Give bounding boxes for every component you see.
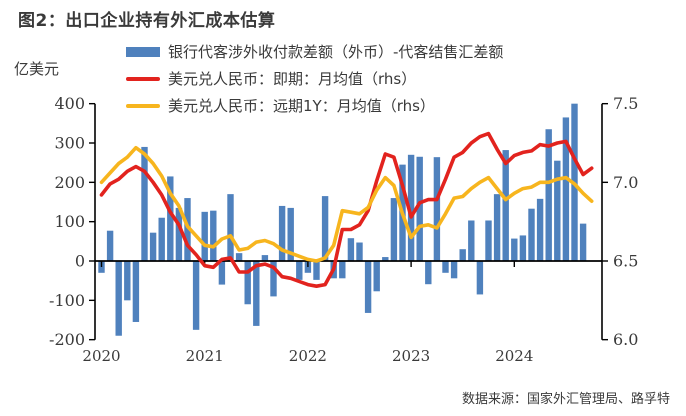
bar (175, 207, 183, 261)
bar (296, 261, 303, 280)
bar (364, 261, 372, 313)
bar-swatch-icon (126, 46, 160, 57)
bar (235, 253, 243, 261)
bar (545, 129, 552, 261)
bar (373, 261, 380, 292)
bar (253, 261, 260, 326)
bar (278, 205, 286, 261)
legend-item-forward: 美元兑人民币：远期1Y：月均值（rhs） (126, 92, 503, 119)
bar (313, 261, 320, 280)
bar (450, 261, 458, 279)
bar (141, 146, 148, 261)
bar (106, 230, 114, 261)
x-axis-tick-label: 2022 (289, 347, 327, 365)
bar (442, 261, 449, 273)
bar (115, 261, 122, 336)
bar (433, 157, 441, 261)
right-axis-tick-label: 6.0 (613, 330, 638, 349)
bar (149, 232, 157, 261)
bar (356, 242, 363, 261)
bar (158, 217, 165, 261)
bar (261, 255, 269, 261)
bar (201, 211, 208, 261)
source-note: 数据来源：国家外汇管理局、路孚特 (461, 392, 670, 407)
spot-line-swatch-icon (126, 76, 160, 81)
left-axis-tick-label: 200 (54, 173, 85, 192)
bar (347, 238, 355, 261)
bar (485, 220, 492, 261)
right-axis-tick-label: 7.0 (613, 173, 638, 192)
bar (493, 194, 501, 261)
left-axis-tick-label: 100 (54, 212, 85, 231)
bar (528, 208, 535, 261)
bar (519, 235, 527, 261)
left-axis-tick-label: -100 (49, 291, 85, 310)
bar (502, 150, 509, 261)
bar (227, 194, 234, 261)
legend-item-bars: 银行代客涉外收付款差额（外币）-代客结售汇差额 (126, 38, 503, 65)
bar (192, 261, 200, 330)
bar (382, 257, 389, 261)
left-axis-tick-label: 400 (54, 94, 85, 113)
bar (579, 223, 587, 261)
bar (339, 261, 346, 279)
left-axis-tick-label: 300 (54, 134, 85, 153)
chart-title: 图2：出口企业持有外汇成本估算 (18, 11, 276, 31)
x-axis-tick-label: 2020 (82, 347, 120, 365)
bar (459, 249, 466, 261)
x-axis-tick-label: 2024 (495, 347, 533, 365)
bar (132, 261, 140, 322)
bar (476, 261, 484, 295)
bar (244, 261, 251, 305)
bar (287, 207, 294, 261)
left-axis-tick-label: -200 (49, 330, 85, 349)
forward-line-swatch-icon (126, 103, 160, 108)
bar (562, 117, 570, 262)
bar (407, 154, 415, 261)
legend-label: 美元兑人民币：远期1Y：月均值（rhs） (168, 97, 435, 115)
bar (184, 198, 191, 261)
bar (167, 176, 174, 261)
bar (511, 238, 518, 261)
left-axis-tick-label: 0 (75, 252, 85, 271)
legend-item-spot: 美元兑人民币：即期：月均值（rhs） (126, 65, 503, 92)
bar (536, 198, 544, 261)
bar (425, 261, 432, 285)
bar (210, 210, 217, 261)
legend: 银行代客涉外收付款差额（外币）-代客结售汇差额 美元兑人民币：即期：月均值（rh… (126, 38, 503, 119)
legend-label: 美元兑人民币：即期：月均值（rhs） (168, 70, 417, 88)
bar (390, 198, 398, 261)
bar (270, 261, 277, 297)
bar (218, 261, 226, 285)
x-axis-tick-label: 2021 (186, 347, 224, 365)
legend-label: 银行代客涉外收付款差额（外币）-代客结售汇差额 (168, 43, 504, 61)
x-axis-tick-label: 2023 (392, 347, 430, 365)
bar (468, 220, 475, 261)
bar (321, 196, 329, 261)
bar (416, 156, 423, 261)
right-axis-tick-label: 7.5 (613, 94, 638, 113)
bar (554, 160, 561, 261)
right-axis-tick-label: 6.5 (613, 252, 638, 271)
bar (124, 261, 131, 301)
left-axis-unit-label: 亿美元 (14, 60, 60, 78)
spot-line (99, 131, 594, 289)
forward-line (99, 145, 594, 263)
